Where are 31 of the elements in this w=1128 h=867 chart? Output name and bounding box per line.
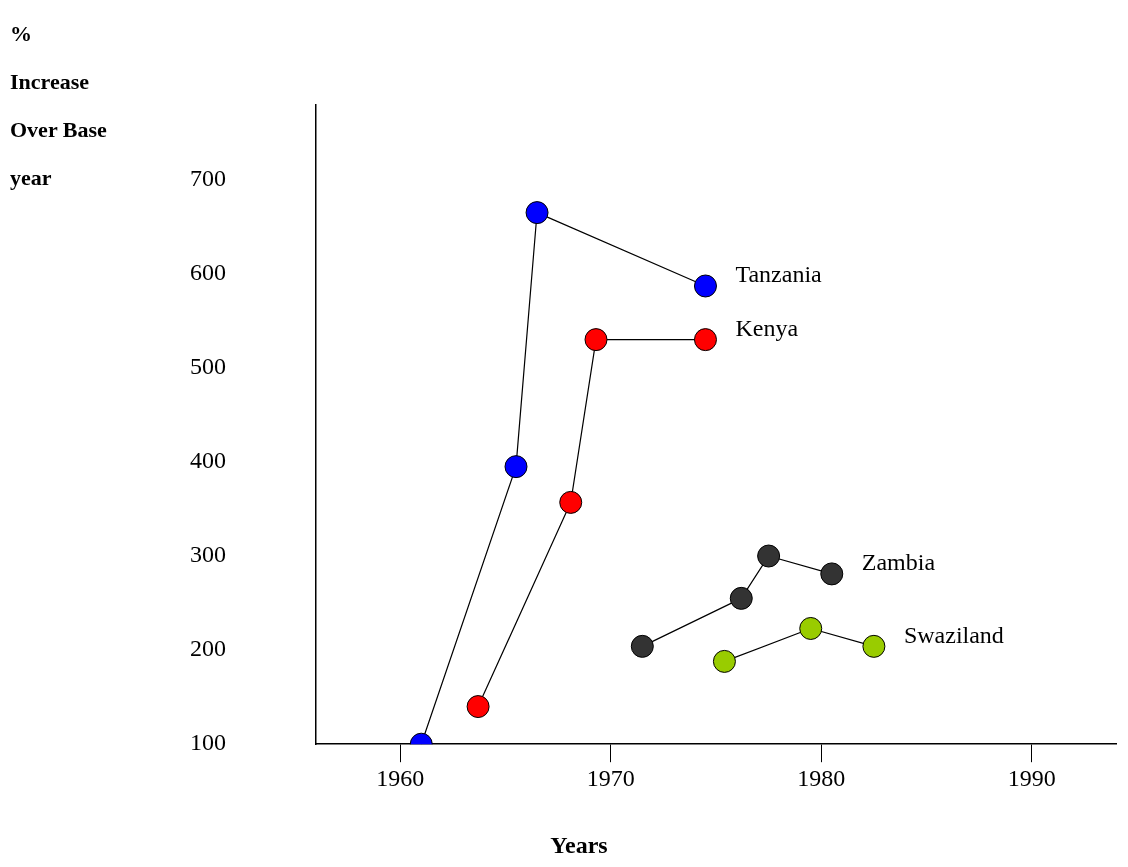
y-tick-label: 500 bbox=[190, 353, 226, 380]
y-tick-label: 100 bbox=[190, 729, 226, 756]
y-tick-label: 600 bbox=[190, 259, 226, 286]
y-axis-title: % Increase Over Base year bbox=[10, 20, 107, 192]
x-tick-label: 1960 bbox=[376, 764, 425, 791]
x-axis-title: Years bbox=[549, 832, 609, 859]
point bbox=[693, 274, 717, 298]
point bbox=[559, 490, 583, 514]
point bbox=[757, 544, 781, 568]
point bbox=[693, 328, 717, 352]
point bbox=[584, 328, 608, 352]
point bbox=[466, 695, 490, 719]
y-tick-label: 200 bbox=[190, 635, 226, 662]
point bbox=[504, 455, 528, 479]
point bbox=[712, 649, 736, 673]
point bbox=[729, 586, 753, 610]
series-label: Swaziland bbox=[903, 621, 1004, 648]
x-tick-label: 1980 bbox=[797, 764, 846, 791]
point bbox=[630, 634, 654, 658]
point bbox=[799, 616, 823, 640]
point bbox=[820, 562, 844, 586]
series-label: Tanzania bbox=[735, 261, 823, 288]
series-label: Kenya bbox=[735, 314, 799, 341]
point bbox=[525, 201, 549, 225]
y-tick-label: 700 bbox=[190, 164, 226, 191]
y-tick-label: 400 bbox=[190, 447, 226, 474]
x-tick-label: 1990 bbox=[1007, 764, 1056, 791]
series-label: Zambia bbox=[861, 549, 936, 576]
point bbox=[862, 634, 886, 658]
x-tick-label: 1970 bbox=[586, 764, 635, 791]
y-tick-label: 300 bbox=[190, 541, 226, 568]
